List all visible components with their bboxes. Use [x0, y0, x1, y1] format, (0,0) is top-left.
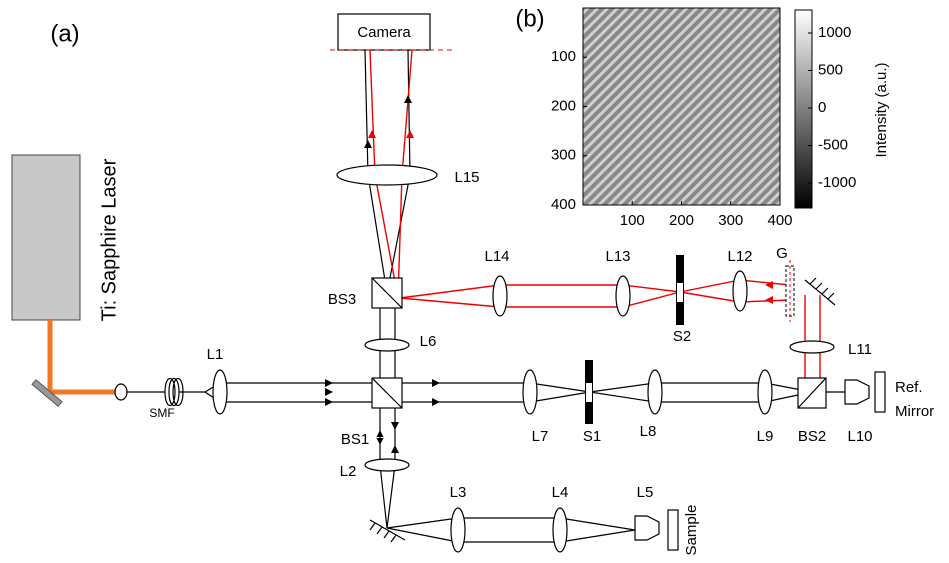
label: SMF	[149, 406, 174, 420]
y-tick-label: 200	[551, 97, 576, 114]
colorbar	[795, 10, 812, 208]
label: Camera	[357, 24, 411, 41]
label: L2	[340, 463, 357, 480]
label: L11	[848, 341, 872, 358]
laser-beam	[50, 320, 115, 392]
label: S1	[583, 428, 601, 445]
sample	[668, 510, 678, 550]
label: Mirror	[895, 403, 934, 420]
fiber-end	[115, 384, 127, 400]
setup-diagram: (a) (b) Camera Ti: Sapphire Laser SMF L1…	[0, 0, 949, 563]
colorbar-tick-label: -1000	[818, 174, 856, 191]
colorbar-label: Intensity (a.u.)	[873, 62, 890, 157]
label: L7	[532, 428, 549, 445]
label: L3	[450, 484, 467, 501]
label: L1	[207, 346, 224, 363]
x-tick-label: 100	[620, 212, 645, 229]
panel-label: (a)	[50, 20, 79, 47]
inset: Intensity (a.u.) 100 200 300 400 100 200 300 40…	[551, 8, 890, 229]
label: Sample	[683, 505, 700, 556]
x-tick-label: 200	[669, 212, 694, 229]
label: Ti: Sapphire Laser	[98, 158, 120, 321]
fiber	[127, 379, 205, 406]
colorbar-tick-label: 500	[818, 61, 843, 78]
label: BS3	[328, 291, 356, 308]
beam	[380, 308, 635, 542]
label: BS1	[341, 431, 369, 448]
label: BS2	[798, 428, 826, 445]
x-tick-label: 300	[718, 212, 743, 229]
y-tick-label: 100	[551, 48, 576, 65]
label: G	[776, 245, 788, 262]
y-tick-label: 300	[551, 147, 576, 164]
panel-label: (b)	[515, 5, 544, 32]
colorbar-tick-label: -500	[818, 136, 848, 153]
slit-gap	[586, 383, 592, 402]
red-beam	[400, 280, 820, 380]
label: L9	[757, 428, 774, 445]
colorbar-tick-label: 0	[818, 99, 826, 116]
label: L6	[420, 333, 437, 350]
y-tick-label: 400	[551, 196, 576, 213]
label: L8	[640, 423, 657, 440]
colorbar-tick-label: 1000	[818, 24, 851, 41]
label: L14	[484, 248, 509, 265]
slit-gap	[677, 283, 683, 302]
label: Ref.	[895, 379, 923, 396]
ref-mirror	[875, 372, 885, 412]
label: L15	[454, 169, 479, 186]
label: L13	[605, 248, 630, 265]
label: L12	[727, 248, 752, 265]
laser	[12, 155, 80, 320]
label: L10	[847, 428, 872, 445]
x-tick-label: 400	[767, 212, 792, 229]
label: L5	[637, 484, 654, 501]
interference-image	[583, 8, 780, 205]
label: L4	[552, 484, 569, 501]
label: S2	[673, 328, 691, 345]
